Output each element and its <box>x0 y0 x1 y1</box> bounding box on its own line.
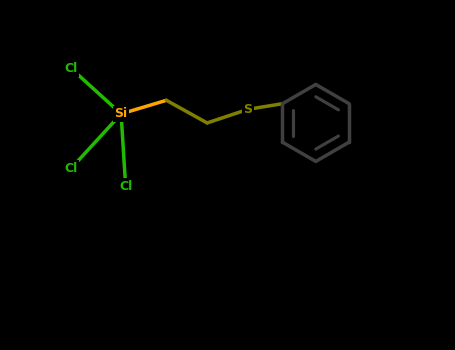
Text: S: S <box>243 103 253 116</box>
Text: Cl: Cl <box>65 162 78 175</box>
Text: Cl: Cl <box>119 180 132 193</box>
Text: Cl: Cl <box>65 62 78 75</box>
Text: Si: Si <box>115 107 128 120</box>
